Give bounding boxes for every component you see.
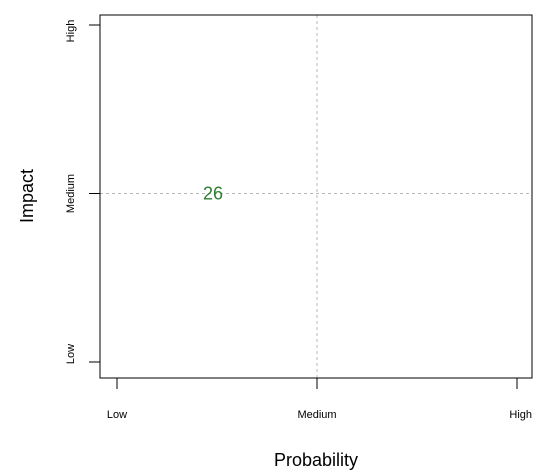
data-point-label: 26 — [203, 184, 223, 204]
points-layer: 26 — [203, 184, 223, 204]
y-tick-label: Medium — [65, 174, 77, 213]
y-tick-label: Low — [65, 344, 77, 364]
x-tick-label: High — [509, 409, 532, 421]
x-tick-label: Low — [107, 409, 127, 421]
y-axis: Low Medium High — [65, 20, 100, 364]
x-tick-label: Medium — [297, 409, 336, 421]
x-axis-title: Probability — [274, 450, 358, 470]
grid-layer — [100, 15, 532, 378]
y-tick-label: High — [65, 20, 77, 43]
plot-frame — [99, 14, 533, 379]
x-axis: Low Medium High — [107, 378, 532, 421]
y-axis-title: Impact — [17, 169, 37, 223]
